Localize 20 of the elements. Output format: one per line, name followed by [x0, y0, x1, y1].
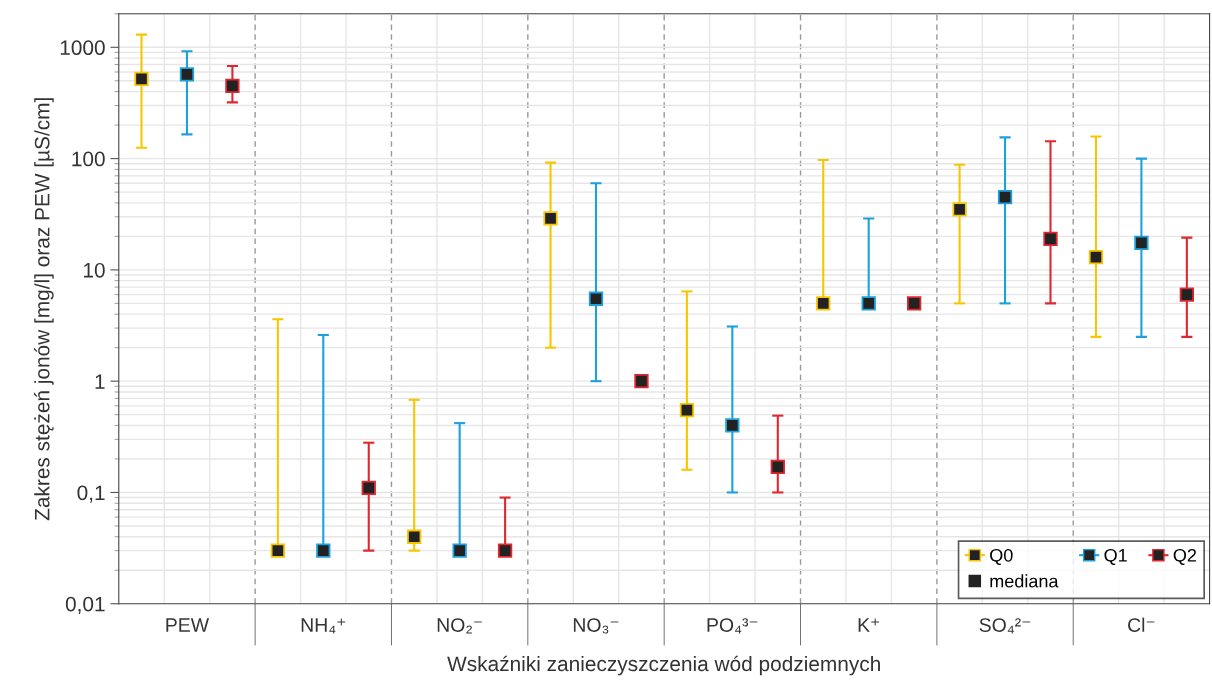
x-tick-label: PEW	[166, 618, 210, 632]
annotation: mediana	[990, 574, 1059, 588]
x-tick-label: K⁺	[858, 618, 880, 632]
x-tick-label: NO₃⁻	[573, 618, 619, 634]
x-axis-title: Wskaźniki zanieczyszczenia wód podziemnych	[447, 655, 880, 676]
x-tick-label: Cl⁻	[1128, 617, 1155, 632]
legend-label: Q0	[990, 548, 1013, 565]
y-tick-label: 10	[84, 262, 105, 278]
y-tick-label: 0,1	[77, 485, 105, 503]
x-tick-label: NO₂⁻	[437, 618, 482, 634]
x-tick-label: NH₄⁺	[301, 618, 346, 634]
x-tick-label: PO₄³⁻	[707, 618, 758, 634]
legend-label: Q1	[1104, 548, 1127, 565]
y-tick-label: 1	[95, 374, 105, 389]
y-tick-label: 100	[72, 151, 105, 167]
legend-label: Q2	[1173, 548, 1197, 565]
y-tick-label: 1000	[60, 40, 105, 56]
y-tick-label: 0,01	[65, 596, 105, 614]
y-axis-title: Zakres stężeń jonów [mg/l] oraz PEW [µS/cm]	[34, 98, 54, 521]
x-tick-label: SO₄²⁻	[979, 618, 1031, 634]
